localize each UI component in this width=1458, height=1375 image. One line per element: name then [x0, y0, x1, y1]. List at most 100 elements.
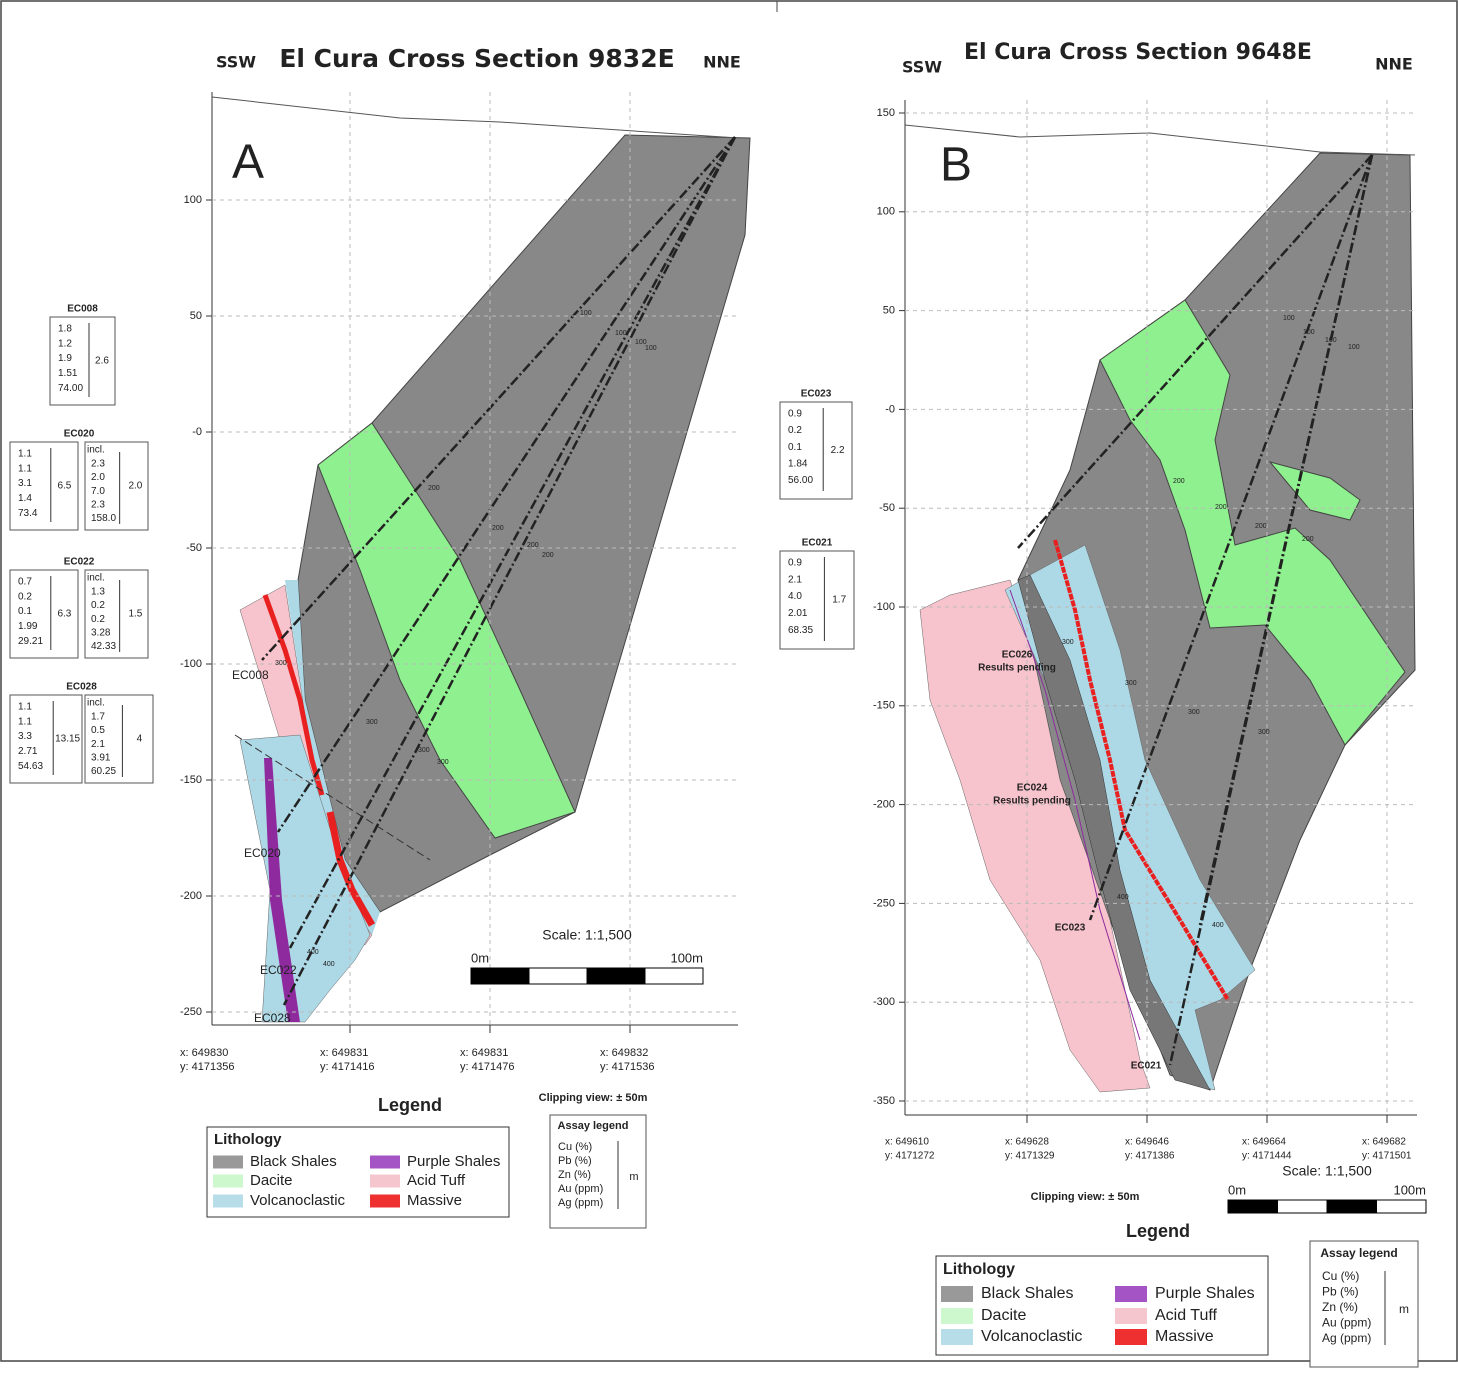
drill-hole: [261, 136, 736, 661]
panel-letter: B: [940, 139, 972, 192]
y-tick-label: 50: [190, 310, 202, 322]
legend-swatch: [370, 1194, 400, 1208]
assay-length: 2.2: [831, 445, 845, 456]
assay-legend-title: Assay legend: [558, 1120, 629, 1132]
depth-mark: 200: [1255, 523, 1267, 530]
assay-value: 73.4: [18, 508, 38, 519]
y-tick-label: -50: [186, 542, 202, 554]
assay-legend-box: [1309, 1240, 1419, 1368]
hole-label: Results pending: [993, 796, 1071, 807]
legend-swatch: [213, 1194, 243, 1208]
scale-segment: [1227, 1199, 1278, 1214]
assay-hole: EC008: [67, 304, 98, 315]
assay-value: 1.8: [58, 324, 72, 335]
massive: [262, 594, 325, 796]
scale-label: Scale: 1:1,500: [542, 927, 632, 943]
x-tick-label: y: 4171329: [1005, 1151, 1055, 1162]
assay-value: 1.4: [18, 493, 32, 504]
assay-value: 0.2: [91, 600, 105, 611]
assay-length: 13.15: [55, 734, 80, 745]
assay-legend-item: Pb (%): [558, 1155, 592, 1167]
direction: NNE: [703, 53, 741, 72]
x-tick-label: x: 649831: [320, 1047, 368, 1059]
assay-legend-box: [549, 1114, 647, 1229]
depth-mark: 200: [1173, 478, 1185, 485]
assay-incl: incl.: [87, 698, 105, 709]
assay-legend-item: Cu (%): [1322, 1269, 1359, 1283]
x-tick-label: x: 649664: [1242, 1137, 1286, 1148]
assay-length: 6.5: [57, 481, 71, 492]
massive: [1053, 539, 1230, 1002]
assay-legend-unit: m: [629, 1171, 638, 1183]
assay-value: 68.35: [788, 625, 813, 636]
clipping-label: Clipping view: ± 50m: [1031, 1191, 1140, 1203]
legend-label: Massive: [1155, 1328, 1214, 1345]
depth-mark: 200: [527, 542, 539, 549]
assay-hole: EC022: [64, 557, 95, 568]
assay-box: [9, 694, 83, 784]
hole-label: EC008: [232, 668, 269, 682]
depth-mark: 300: [1062, 639, 1074, 646]
direction: SSW: [216, 53, 256, 72]
assay-legend-item: Pb (%): [1322, 1285, 1359, 1299]
hole-label: Results pending: [978, 663, 1056, 674]
section-a: [211, 96, 751, 1023]
depth-mark: 300: [437, 759, 449, 766]
hole-label: EC020: [244, 846, 281, 860]
depth-mark: 200: [428, 485, 440, 492]
legend-label: Dacite: [981, 1307, 1026, 1324]
assay-value: 1.1: [18, 716, 32, 727]
assay-box: [779, 550, 855, 650]
assay-value: 0.7: [18, 577, 32, 588]
y-tick-label: 50: [883, 305, 895, 317]
legend-label: Black Shales: [981, 1285, 1074, 1302]
assay-value: 3.3: [18, 731, 32, 742]
hole-label: EC028: [254, 1011, 291, 1025]
y-tick-label: -0: [885, 403, 895, 415]
depth-mark: 200: [492, 525, 504, 532]
legend-swatch: [370, 1174, 400, 1188]
y-tick-label: -300: [873, 996, 895, 1008]
massive: [326, 811, 376, 927]
legend-swatch: [370, 1155, 400, 1169]
clipping-label: Clipping view: ± 50m: [539, 1092, 648, 1104]
assay-value: 0.2: [18, 591, 32, 602]
drill-hole: [288, 136, 737, 949]
depth-mark: 400: [1212, 922, 1224, 929]
assay-box: [779, 401, 853, 500]
assay-length: 2.6: [95, 356, 109, 367]
assay-hole: EC021: [802, 538, 833, 549]
fault: [234, 734, 431, 861]
panel-letter: A: [232, 136, 264, 189]
topography: [211, 96, 739, 139]
x-tick-label: x: 649646: [1125, 1137, 1169, 1148]
legend-swatch: [941, 1329, 973, 1345]
assay-value: 3.1: [18, 478, 32, 489]
assay-value: 1.51: [58, 368, 78, 379]
direction: NNE: [1375, 55, 1413, 74]
depth-mark: 300: [366, 719, 378, 726]
panel-title: El Cura Cross Section 9648E: [964, 40, 1312, 65]
scale-segment: [1376, 1199, 1427, 1214]
drill-hole: [276, 136, 737, 833]
scale-segment: [470, 967, 530, 985]
dacite: [1099, 299, 1406, 746]
legend-title: Legend: [1126, 1221, 1190, 1241]
assay-length: 2.0: [128, 481, 142, 492]
drill-hole: [1017, 154, 1373, 549]
assay-value: 0.2: [91, 614, 105, 625]
assay-legend-item: Zn (%): [558, 1169, 591, 1181]
assay-value: 2.0: [91, 472, 105, 483]
depth-mark: 400: [307, 949, 319, 956]
assay-legend-item: Au (ppm): [558, 1183, 603, 1195]
topography: [904, 124, 1416, 156]
scale-end: 100m: [1393, 1182, 1426, 1197]
assay-legend-title: Assay legend: [1320, 1246, 1397, 1260]
x-tick-label: x: 649832: [600, 1047, 648, 1059]
assay-value: 54.63: [18, 761, 43, 772]
legend-label: Black Shales: [250, 1153, 337, 1170]
assay-value: 74.00: [58, 383, 83, 394]
x-tick-label: y: 4171501: [1362, 1151, 1412, 1162]
assay-length: 1.7: [832, 595, 846, 606]
assay-length: 4: [137, 734, 143, 745]
